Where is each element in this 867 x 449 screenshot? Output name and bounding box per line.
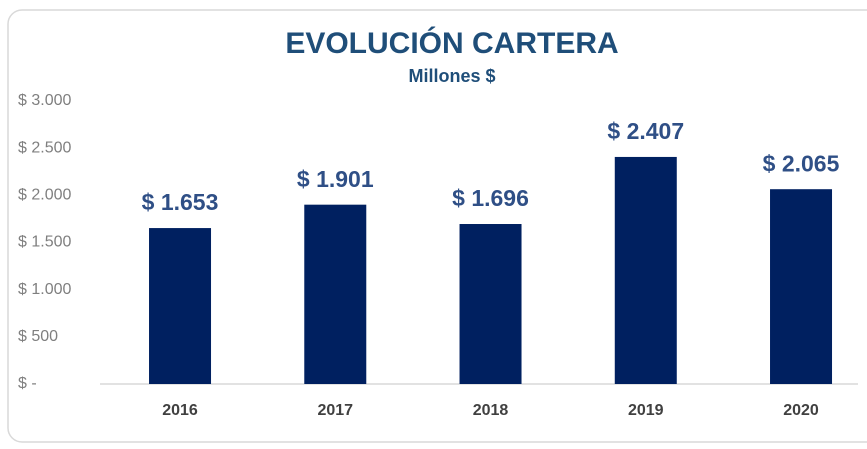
y-tick-label: $ - <box>18 375 37 392</box>
value-label: $ 2.065 <box>763 150 840 176</box>
bar <box>614 156 677 384</box>
bar <box>459 224 522 384</box>
value-label: $ 1.901 <box>297 166 374 192</box>
value-label: $ 1.653 <box>142 189 219 215</box>
x-tick-label: 2019 <box>628 402 664 419</box>
y-tick-label: $ 3.000 <box>18 92 71 109</box>
value-label: $ 2.407 <box>607 118 684 144</box>
chart-subtitle: Millones $ <box>408 66 495 86</box>
value-label: $ 1.696 <box>452 185 529 211</box>
bar <box>770 189 833 384</box>
x-tick-label: 2020 <box>783 402 819 419</box>
y-tick-label: $ 500 <box>18 328 58 345</box>
bar <box>304 204 367 384</box>
x-tick-label: 2017 <box>317 402 353 419</box>
chart-title: EVOLUCIÓN CARTERA <box>285 26 618 60</box>
x-tick-label: 2016 <box>162 402 198 419</box>
bar <box>149 228 212 384</box>
y-tick-label: $ 2.000 <box>18 187 71 204</box>
y-tick-label: $ 1.500 <box>18 234 71 251</box>
x-tick-label: 2018 <box>473 402 509 419</box>
y-tick-label: $ 2.500 <box>18 139 71 156</box>
y-tick-label: $ 1.000 <box>18 281 71 298</box>
